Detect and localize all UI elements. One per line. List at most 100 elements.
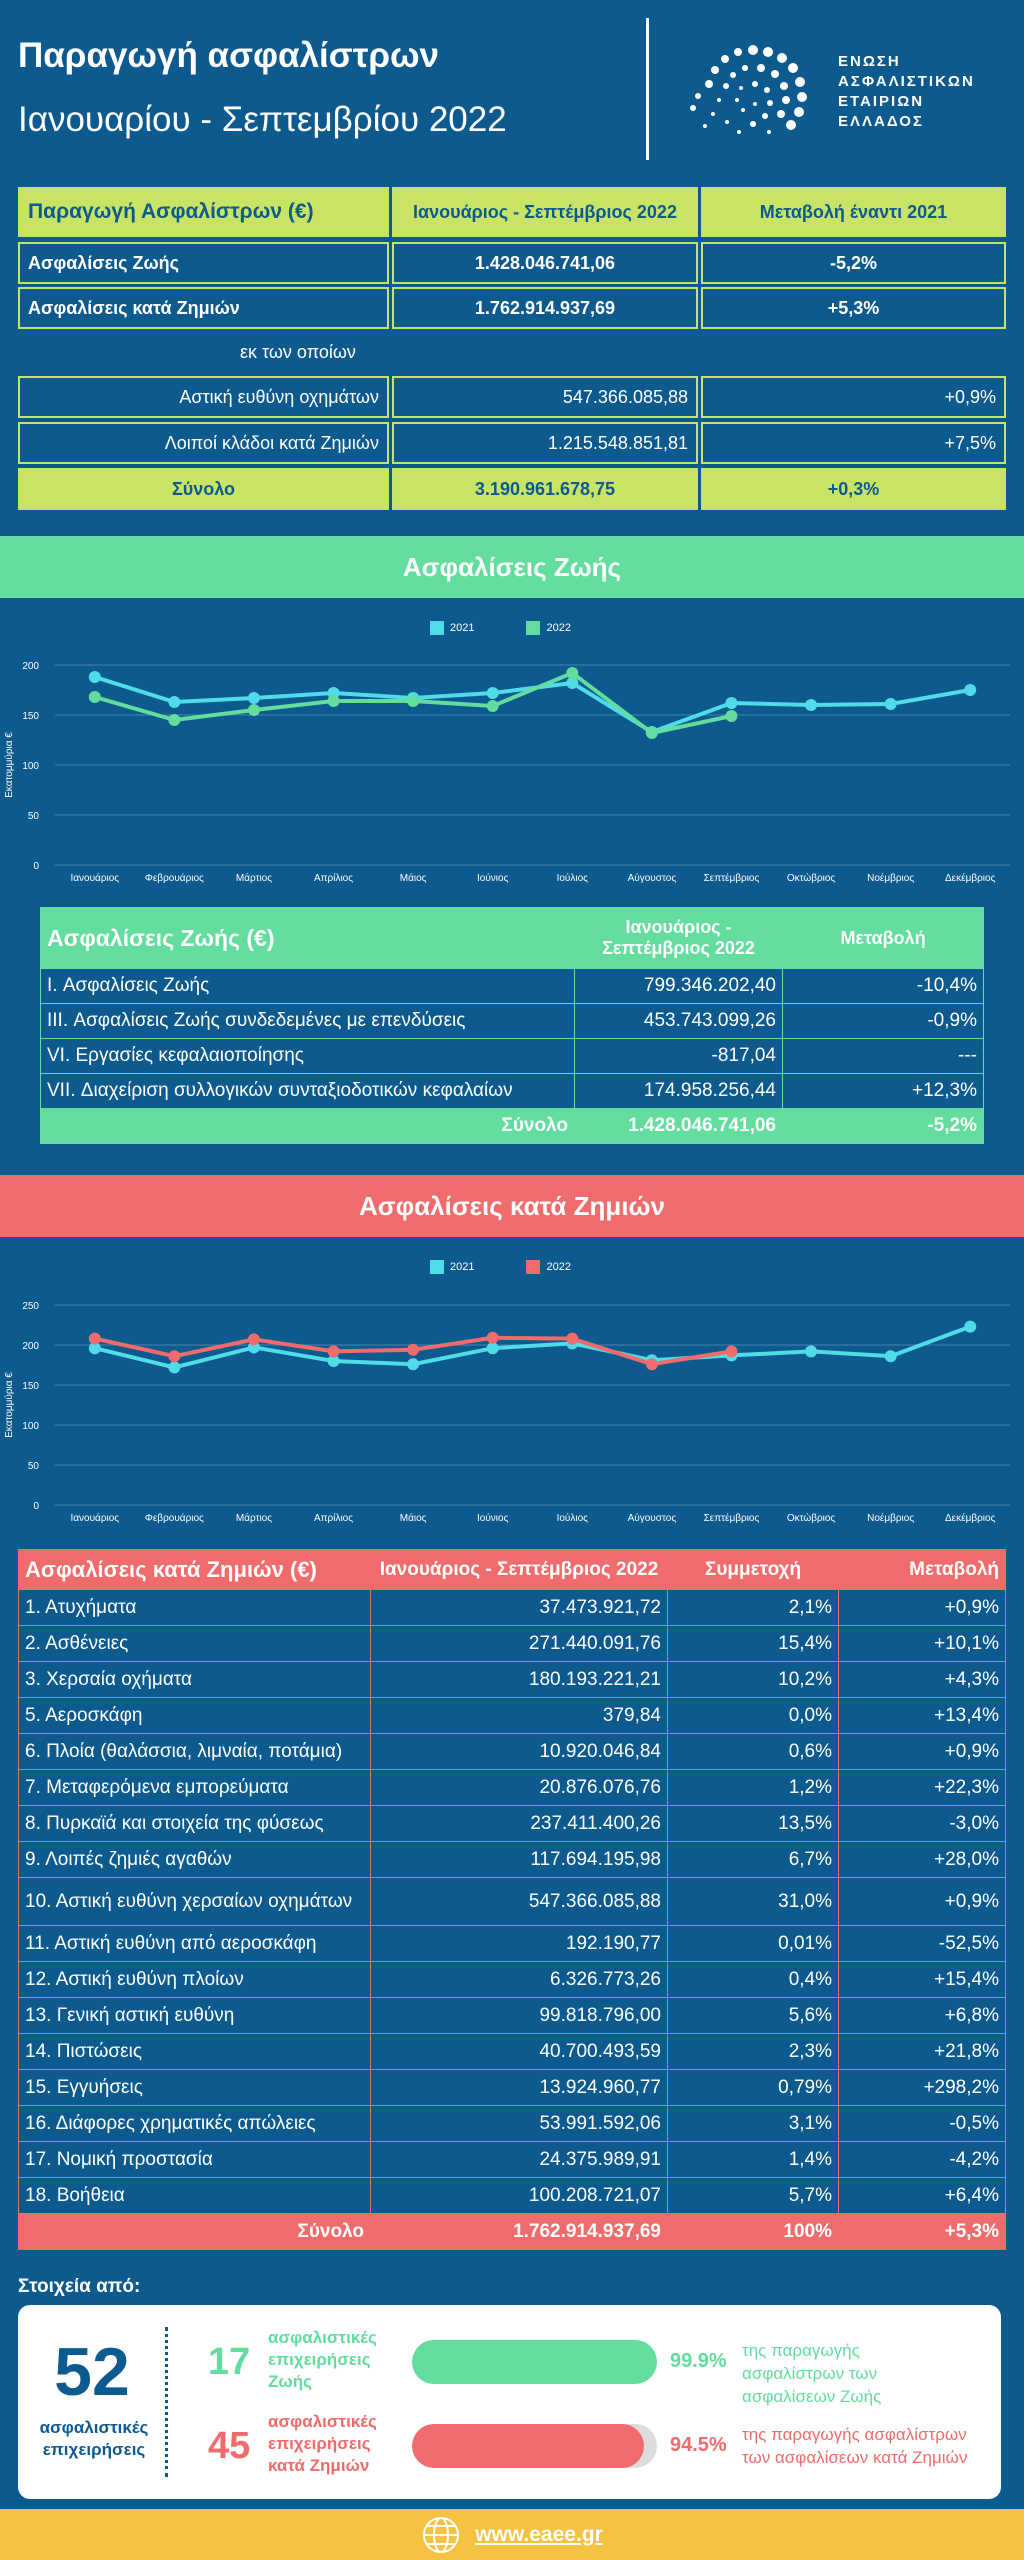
y-tick-label: 150 <box>22 1381 39 1392</box>
globe-icon <box>423 2516 460 2553</box>
stats-nonlife-pct: 94.5% <box>670 2434 727 2456</box>
series-line-2021 <box>94 675 971 735</box>
summary-nonlife-label: Ασφαλίσεις κατά Ζημιών <box>18 287 389 329</box>
nonlife-table-header-period: Ιανουάριος - Σεπτέμβριος 2022 <box>370 1549 668 1590</box>
table-row: 10. Αστική ευθύνη χερσαίων οχημάτων 547.3… <box>18 1877 1006 1926</box>
stats-total-label: ασφαλιστικές επιχειρήσεις <box>39 2418 149 2459</box>
data-point-2022 <box>327 695 340 707</box>
data-point-2022 <box>168 714 181 726</box>
stats-life-desc: της παραγωγής ασφαλίστρων των ασφαλίσεων… <box>742 2341 882 2406</box>
nonlife-chart-legend: 2021 2022 <box>430 1260 571 1274</box>
x-tick-label: Απρίλιος <box>314 872 353 884</box>
stats-heading: Στοιχεία από: <box>18 2276 141 2297</box>
legend-label-2022: 2022 <box>546 622 571 634</box>
stats-life-count: 17 <box>208 2341 251 2383</box>
table-row: 8. Πυρκαϊά και στοιχεία της φύσεως 237.41… <box>18 1805 1006 1842</box>
summary-motor-value: 547.366.085,88 <box>392 376 698 418</box>
y-tick-label: 150 <box>22 711 39 722</box>
table-row: 12. Αστική ευθύνη πλοίων 6.326.773,26 0,4%… <box>18 1961 1006 1998</box>
table-row: 6. Πλοία (θαλάσσια, λιμναία, ποτάμια) 10.… <box>18 1733 1006 1770</box>
life-table-header-period: Ιανουάριος - Σεπτέμβριος 2022 <box>574 907 783 969</box>
legend-label-2021: 2021 <box>450 622 475 634</box>
y-tick-label: 0 <box>33 1501 39 1512</box>
summary-header-period: Ιανουάριος - Σεπτέμβριος 2022 <box>392 187 698 237</box>
data-point-2022 <box>566 667 579 679</box>
y-tick-label: 50 <box>28 1461 40 1472</box>
summary-motor-change: +0,9% <box>701 376 1006 418</box>
x-tick-label: Σεπτέμβριος <box>704 872 760 884</box>
data-point-2022 <box>486 700 499 712</box>
stats-life-bar-fill <box>412 2340 657 2384</box>
summary-other-label: Λοιποί κλάδοι κατά Ζημιών <box>18 422 389 464</box>
x-tick-label: Ιούνιος <box>477 872 509 884</box>
data-point-2021 <box>327 1355 340 1367</box>
table-row: 17. Νομική προστασία 24.375.989,91 1,4% -4,… <box>18 2141 1006 2178</box>
legend-label-2022: 2022 <box>546 1261 571 1273</box>
data-point-2022 <box>88 1332 101 1345</box>
x-tick-label: Μάιος <box>400 872 427 884</box>
data-point-2021 <box>168 1361 181 1374</box>
x-tick-label: Δεκέμβριος <box>945 872 996 884</box>
y-axis-label: Εκατομμύρια € <box>3 1372 15 1438</box>
y-tick-label: 100 <box>22 761 39 772</box>
x-tick-label: Νοέμβριος <box>867 1512 914 1524</box>
table-row: 3. Χερσαία οχήματα 180.193.221,21 10,2% +4,… <box>18 1661 1006 1698</box>
data-point-2021 <box>168 696 181 708</box>
data-point-2021 <box>805 1345 818 1358</box>
footer-link[interactable]: www.eaee.gr <box>475 2522 603 2546</box>
data-point-2022 <box>407 695 420 707</box>
table-row: 13. Γενική αστική ευθύνη 99.818.796,00 5,6… <box>18 1997 1006 2034</box>
life-table: Ασφαλίσεις Ζωής (€) Ιανουάριος - Σεπτέμβ… <box>40 907 984 1144</box>
legend-swatch-2021 <box>430 1260 444 1274</box>
stats-nonlife-count: 45 <box>208 2425 251 2467</box>
table-row: VII. Διαχείριση συλλογικών συνταξιοδοτικ… <box>40 1073 984 1109</box>
data-point-2022 <box>168 1350 181 1363</box>
stats-card: 52 ασφαλιστικές επιχειρήσεις 17 ασφαλιστ… <box>18 2305 1001 2499</box>
table-row: I. Ασφαλίσεις Ζωής 799.346.202,40 -10,4% <box>40 968 984 1004</box>
data-point-2021 <box>964 1320 977 1333</box>
data-point-2021 <box>88 1342 101 1355</box>
summary-life-label: Ασφαλίσεις Ζωής <box>18 242 389 284</box>
y-tick-label: 50 <box>28 811 40 822</box>
x-tick-label: Ιούλιος <box>557 872 589 884</box>
data-point-2022 <box>645 727 658 739</box>
stats-total-count: 52 <box>54 2334 130 2410</box>
page-title: Παραγωγή ασφαλίστρων <box>18 36 440 75</box>
data-point-2022 <box>88 691 101 703</box>
summary-total-label: Σύνολο <box>18 468 389 510</box>
summary-life-change: -5,2% <box>701 242 1006 284</box>
data-point-2021 <box>486 687 499 699</box>
x-tick-label: Νοέμβριος <box>867 872 914 884</box>
table-row: 16. Διάφορες χρηματικές απώλειες 53.991.5… <box>18 2105 1006 2142</box>
stats-life-pct: 99.9% <box>670 2350 727 2372</box>
stats-life-bar <box>412 2340 657 2384</box>
stats-nonlife-desc: της παραγωγής ασφαλίστρων των ασφαλίσεων… <box>742 2425 968 2467</box>
table-row: 5. Αεροσκάφη 379,84 0,0% +13,4% <box>18 1697 1006 1734</box>
legend-swatch-2022 <box>526 1260 541 1274</box>
table-row: VI. Εργασίες κεφαλαιοποίησης -817,04 --- <box>40 1038 984 1074</box>
series-line-2021 <box>94 1324 971 1370</box>
data-point-2021 <box>725 697 738 709</box>
stats-nonlife-bar <box>412 2424 657 2468</box>
y-tick-label: 200 <box>22 661 39 672</box>
table-row: 11. Αστική ευθύνη από αεροσκάφη 192.190,7… <box>18 1925 1006 1962</box>
legend-swatch-2021 <box>430 621 444 635</box>
data-point-2021 <box>884 698 897 710</box>
data-point-2022 <box>645 1358 658 1371</box>
data-point-2022 <box>407 1343 420 1356</box>
x-tick-label: Μάρτιος <box>236 872 272 884</box>
data-point-2022 <box>327 1345 340 1358</box>
stats-divider <box>165 2327 168 2477</box>
summary-other-change: +7,5% <box>701 422 1006 464</box>
summary-total-change: +0,3% <box>701 468 1006 510</box>
summary-header-change: Μεταβολή έναντι 2021 <box>701 187 1006 237</box>
nonlife-table-total: Σύνολο 1.762.914.937,69 100% +5,3% <box>18 2213 1006 2250</box>
page-subtitle: Ιανουαρίου - Σεπτεμβρίου 2022 <box>18 100 507 139</box>
table-row: 18. Βοήθεια 100.208.721,07 5,7% +6,4% <box>18 2177 1006 2214</box>
stats-life-label: ασφαλιστικές επιχειρήσεις Ζωής <box>268 2328 377 2391</box>
summary-other-value: 1.215.548.851,81 <box>392 422 698 464</box>
life-chart: 0 50 100 150 200 Εκατομμύρια € Ιανουάριος Φεβρο… <box>3 661 1010 884</box>
y-tick-label: 100 <box>22 1421 39 1432</box>
x-tick-label: Μάιος <box>400 1512 427 1524</box>
y-tick-label: 250 <box>22 1301 39 1312</box>
